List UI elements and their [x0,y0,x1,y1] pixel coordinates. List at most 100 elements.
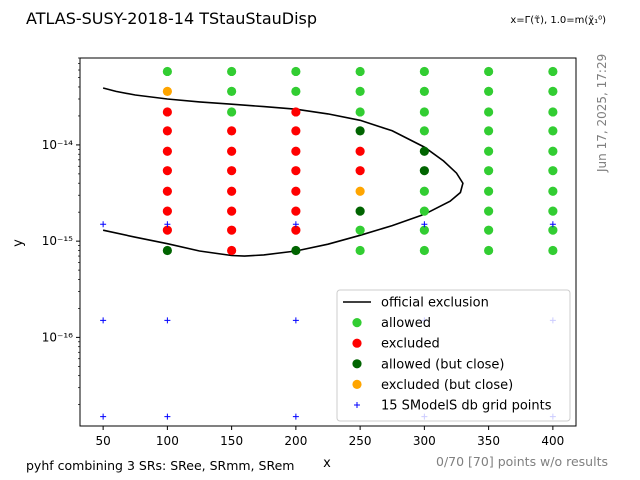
excluded-point [291,107,301,117]
excluded-point [227,245,237,256]
excluded-point [162,126,172,136]
allowed-point [419,245,429,256]
legend-label: official exclusion [381,296,489,311]
excluded-point [291,206,301,216]
timestamp: Jun 17, 2025, 17:29 [595,54,609,173]
allowed-point [355,107,365,117]
allowed-point [419,66,429,77]
x-axis-ticks: 50 100 150 200 250 300 350 400 [95,426,564,448]
allowed-but-close-point [419,146,429,156]
x-tick-label: 100 [156,434,179,448]
excluded-point [227,166,237,176]
grid-point [292,413,299,420]
excluded-point [291,186,301,196]
x-tick-label: 50 [95,434,110,448]
allowed-point [484,126,494,136]
footer-right: 0/70 [70] points w/o results [436,454,608,469]
legend-label: allowed [381,316,431,331]
excluded-point [227,126,237,136]
allowed-point [548,146,558,156]
chart-subtitle: x=Γ(τ̃), 1.0=m(χ̃₁⁰) [510,14,606,26]
legend-dot-swatch [352,379,362,389]
y-tick-label: 10⁻¹⁴ [42,138,73,152]
allowed-but-close-point [355,126,365,136]
grid-point [421,221,428,228]
legend-dot-swatch [352,359,362,369]
excluded-point [291,225,301,235]
allowed-point [484,186,494,196]
allowed-point [484,225,494,235]
excluded-but-close-point [355,186,365,196]
allowed-but-close-point [419,166,429,176]
excluded-but-close-point [162,86,172,96]
excluded-point [162,225,172,235]
x-tick-label: 150 [220,434,243,448]
excluded-point [162,206,172,216]
grid-point [100,413,107,420]
allowed-point [548,166,558,176]
allowed-point [484,206,494,216]
markers-layer [100,66,558,420]
excluded-point [227,206,237,216]
excluded-point [355,166,365,176]
allowed-point [419,225,429,235]
allowed-point [355,225,365,235]
excluded-point [227,225,237,235]
excluded-point [227,146,237,156]
official-exclusion-line [102,87,464,257]
allowed-point [548,186,558,196]
allowed-point [484,166,494,176]
legend-label: allowed (but close) [381,357,505,372]
allowed-point [291,66,301,77]
allowed-point [548,66,558,77]
x-tick-label: 250 [349,434,372,448]
excluded-point [291,146,301,156]
allowed-but-close-point [162,245,172,256]
allowed-point [355,66,365,77]
allowed-point [227,86,237,96]
exclusion-layer [102,87,464,257]
y-tick-label: 10⁻¹⁵ [42,234,73,248]
allowed-but-close-point [291,245,301,256]
allowed-point [548,245,558,256]
x-tick-label: 200 [284,434,307,448]
grid-point [100,221,107,228]
grid-point [292,221,299,228]
legend-box [336,289,571,422]
excluded-point [162,186,172,196]
allowed-point [484,245,494,256]
allowed-point [227,66,237,77]
legend-dot-swatch [352,318,362,328]
legend: official exclusion allowed excluded allowed… [336,289,571,422]
grid-point [164,317,171,324]
excluded-point [162,146,172,156]
allowed-point [162,66,172,77]
excluded-point [162,166,172,176]
excluded-point [291,166,301,176]
plot-area [79,57,577,427]
excluded-point [291,126,301,136]
allowed-point [419,206,429,216]
allowed-point [355,245,365,256]
allowed-point [419,107,429,117]
x-tick-label: 300 [413,434,436,448]
allowed-point [419,126,429,136]
allowed-point [484,86,494,96]
plot-frame [79,57,577,427]
allowed-point [484,66,494,77]
y-tick-label: 10⁻¹⁶ [42,330,73,344]
grid-point [164,221,171,228]
y-axis-ticks: 10⁻¹⁶ 10⁻¹⁵ 10⁻¹⁴ [42,57,80,406]
allowed-point [227,107,237,117]
allowed-point [355,86,365,96]
legend-plus-swatch [354,402,360,408]
legend-label: 15 SModelS db grid points [381,399,552,414]
excluded-point [162,107,172,117]
x-tick-label: 350 [477,434,500,448]
allowed-point [291,86,301,96]
allowed-point [484,146,494,156]
x-tick-label: 400 [541,434,564,448]
legend-dot-swatch [352,338,362,348]
allowed-point [548,206,558,216]
